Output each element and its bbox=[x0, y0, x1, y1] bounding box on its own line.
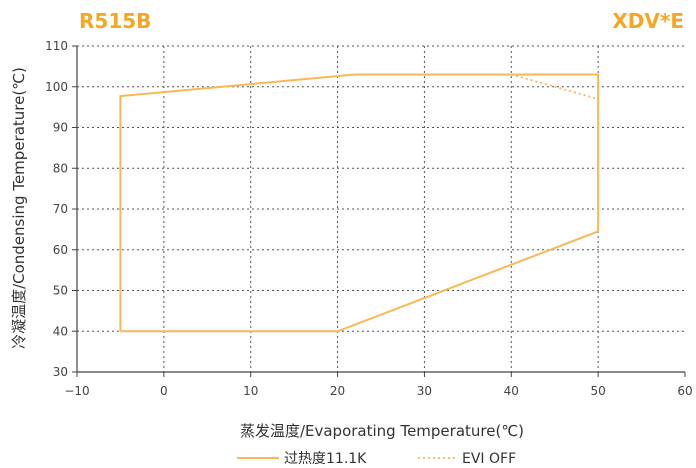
series bbox=[119, 73, 600, 333]
chart-title-left: R515B bbox=[79, 9, 151, 33]
x-tick-label: 50 bbox=[591, 384, 606, 398]
chart-title-right: XDV*E bbox=[612, 9, 684, 33]
x-tick-label: 20 bbox=[330, 384, 345, 398]
y-axis-label: 冷凝温度/Condensing Temperature(℃) bbox=[10, 67, 28, 349]
x-tick-label: −10 bbox=[64, 384, 89, 398]
x-axis-label: 蒸发温度/Evaporating Temperature(℃) bbox=[240, 422, 524, 440]
grid bbox=[77, 45, 685, 372]
tick-labels: 30 40 50 60 70 80 90 100 110 −10 0 10 20 30 40 50 60 bbox=[45, 39, 693, 398]
series-line-superheat bbox=[119, 73, 600, 333]
y-tick-label: 90 bbox=[53, 121, 68, 135]
y-tick-label: 30 bbox=[53, 365, 68, 379]
x-tick-label: 10 bbox=[243, 384, 258, 398]
y-tick-label: 110 bbox=[45, 39, 68, 53]
y-tick-label: 80 bbox=[53, 161, 68, 175]
legend: 过热度11.1K EVI OFF bbox=[237, 451, 516, 467]
x-tick-label: 40 bbox=[504, 384, 519, 398]
y-tick-label: 70 bbox=[53, 202, 68, 216]
axes bbox=[72, 45, 686, 377]
legend-label-dotted: EVI OFF bbox=[462, 451, 516, 467]
y-tick-label: 60 bbox=[53, 243, 68, 257]
y-tick-label: 100 bbox=[45, 80, 68, 94]
y-tick-label: 50 bbox=[53, 284, 68, 298]
series-line-evi-off bbox=[511, 73, 599, 100]
legend-label-solid: 过热度11.1K bbox=[284, 451, 367, 467]
x-tick-label: 0 bbox=[160, 384, 168, 398]
y-tick-label: 40 bbox=[53, 324, 68, 338]
x-tick-label: 60 bbox=[677, 384, 692, 398]
x-tick-label: 30 bbox=[417, 384, 432, 398]
